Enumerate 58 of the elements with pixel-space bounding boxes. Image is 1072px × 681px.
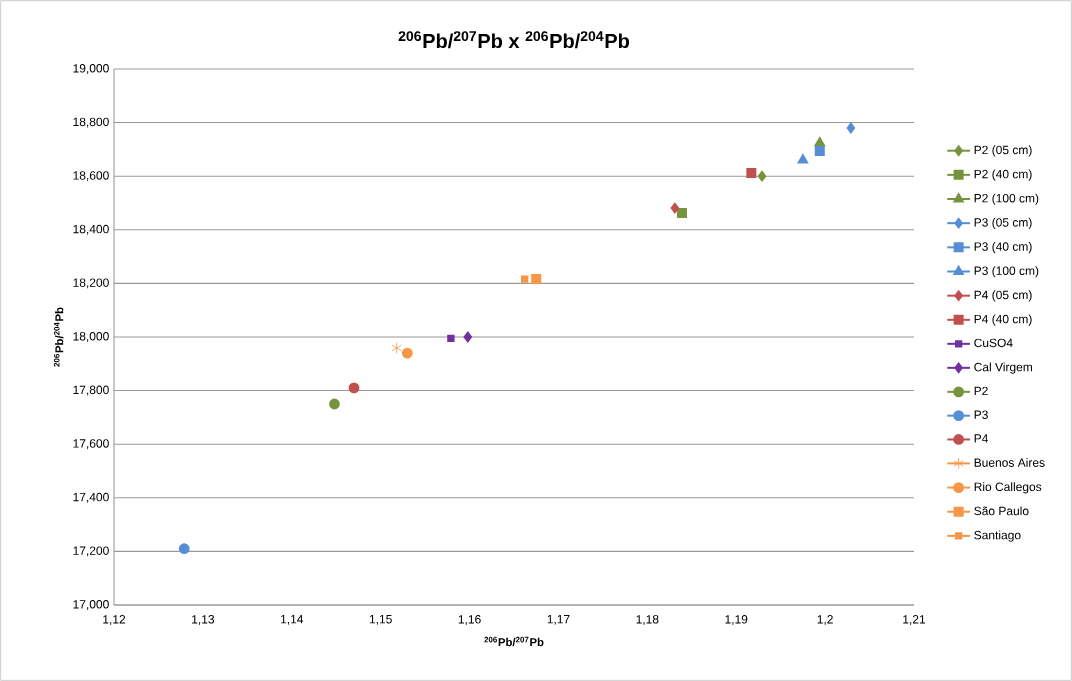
- y-tick-label: 18,000: [73, 332, 109, 342]
- point: [348, 382, 360, 394]
- y-tick-label: 17,400: [73, 492, 109, 503]
- legend-label: P2 (40 cm): [974, 169, 1032, 181]
- x-tick-label: 1,13: [192, 615, 215, 625]
- legend-label: P4 (05 cm): [974, 290, 1032, 302]
- y-tick-label: 17,800: [73, 385, 109, 396]
- x-axis-title: $^{206}$Pb/$^{207}$Pb: [484, 636, 544, 647]
- x-tick-label: 1,21: [903, 615, 926, 625]
- legend-label: Santiago: [974, 530, 1021, 542]
- point: [814, 137, 825, 147]
- y-tick-label: 18,600: [73, 171, 109, 182]
- legend-label: P2 (100 cm): [974, 193, 1039, 205]
- legend-label: P4 (40 cm): [974, 314, 1032, 326]
- legend-label: P3 (05 cm): [974, 217, 1032, 230]
- x-tick-label: 1,2: [817, 615, 833, 625]
- x-tick-label: 1,16: [458, 615, 481, 625]
- y-tick-label: 19,000: [73, 64, 109, 74]
- point: [447, 334, 455, 342]
- legend-label: Buenos Aires: [974, 458, 1045, 467]
- point: [178, 543, 190, 555]
- x-tick-label: 1,19: [725, 615, 748, 625]
- y-tick-label: 18,200: [73, 278, 109, 289]
- point: [531, 274, 542, 285]
- point: [746, 167, 757, 178]
- x-tick-label: 1,15: [369, 615, 392, 625]
- point: [401, 347, 413, 359]
- legend-label: P2: [974, 386, 988, 396]
- chart-title: $^{206}$Pb/$^{207}$Pb x $^{206}$Pb/$^{204}$Pb: [398, 31, 630, 49]
- y-tick-label: 17,000: [73, 600, 109, 610]
- point: [463, 331, 472, 343]
- x-tick-label: 1,14: [281, 615, 304, 625]
- legend-label: P3 (100 cm): [974, 266, 1039, 278]
- point: [757, 170, 767, 182]
- y-tick-label: 17,600: [73, 439, 109, 450]
- point: [520, 275, 529, 283]
- point: [814, 146, 825, 156]
- legend-label: CuSO4: [974, 338, 1013, 348]
- legend-label: P4: [974, 434, 989, 443]
- point: [670, 202, 680, 214]
- x-tick-label: 1,12: [103, 615, 126, 625]
- point: [677, 207, 687, 218]
- y-tick-label: 17,200: [73, 546, 109, 557]
- x-tick-label: 1,17: [547, 615, 570, 625]
- legend-label: P3 (40 cm): [974, 241, 1032, 254]
- x-tick-label: 1,18: [636, 615, 659, 625]
- point: [391, 342, 402, 354]
- y-tick-label: 18,800: [73, 117, 109, 128]
- point: [797, 154, 809, 164]
- y-tick-label: 18,400: [73, 224, 109, 235]
- point: [329, 398, 340, 410]
- legend-label: São Paulo: [974, 506, 1029, 516]
- point: [846, 122, 856, 134]
- legend-label: P2 (05 cm): [974, 145, 1032, 157]
- legend-label: P3: [974, 410, 988, 419]
- legend-label: Cal Virgem: [974, 362, 1033, 374]
- y-axis-title: $^{206}$Pb/$^{204}$Pb: [53, 307, 64, 367]
- legend-label: Rio Callegos: [974, 482, 1042, 494]
